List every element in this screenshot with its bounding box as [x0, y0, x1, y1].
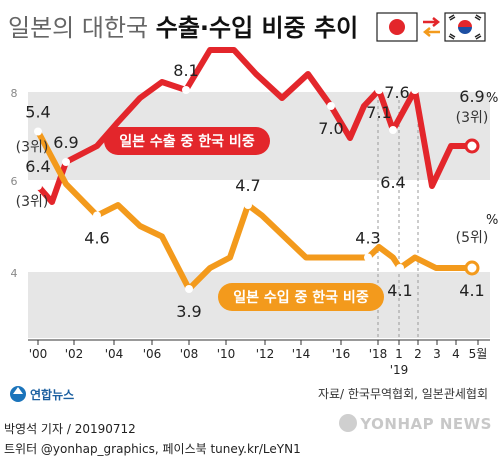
data-label: 3.9: [176, 302, 201, 321]
data-point: [182, 86, 190, 94]
x-tick-label: 2: [414, 347, 422, 361]
data-point: [389, 126, 397, 134]
data-label: 4.1: [387, 281, 412, 300]
data-point: [34, 127, 42, 136]
author: 박영석 기자: [4, 422, 64, 436]
credit-line: 박영석 기자 / 20190712: [4, 420, 136, 437]
data-label: 6.4: [25, 157, 50, 176]
series-line-1: [35, 128, 475, 292]
watermark-icon: [339, 414, 358, 432]
x-tick-label: 4: [452, 347, 460, 361]
yonhap-logo: 연합뉴스: [10, 386, 74, 402]
y-axis: 8 6 4: [11, 87, 18, 280]
data-label: 7.0: [318, 119, 343, 138]
series-tag-label: 일본 수출 중 한국 비중: [119, 133, 255, 150]
title-part-light: 일본의 대한국: [8, 14, 156, 42]
series-tag-label: 일본 수입 중 한국 비중: [233, 290, 369, 306]
data-label: 7.6: [384, 83, 409, 102]
y-tick-label: 4: [11, 267, 18, 280]
end-rank: (5위): [456, 230, 489, 246]
series-tag-bg: [104, 127, 270, 155]
title-part-bold: 수출·수입 비중 추이: [156, 14, 358, 42]
data-point: [396, 264, 404, 272]
date: 20190712: [74, 422, 136, 436]
logo-text: 연합뉴스: [30, 387, 74, 402]
data-label: 5.4: [25, 103, 50, 122]
source-text: 자료/ 한국무역협회, 일본관세협회: [318, 387, 488, 401]
y-tick-label: 6: [11, 175, 18, 188]
data-label: 8.1: [173, 61, 198, 80]
data-label: 4.7: [235, 176, 260, 195]
x-tick-label: '18: [369, 347, 388, 361]
x-tick-label: '02: [65, 347, 84, 361]
x-tick-label: 1: [395, 347, 403, 361]
x-tick-label: '16: [332, 347, 351, 361]
data-point: [327, 102, 335, 110]
x-tick-label: '10: [217, 347, 236, 361]
japan-flag: [376, 12, 418, 42]
x-sub-label: '19: [390, 363, 409, 377]
data-point: [464, 260, 480, 276]
data-point: [93, 211, 101, 220]
chart-title: 일본의 대한국 수출·수입 비중 추이: [8, 14, 358, 42]
watermark: YONHAP NEWS: [339, 414, 492, 433]
exchange-arrows-icon: [422, 17, 441, 37]
x-tick-label: 5월: [469, 347, 488, 361]
x-tick-label: '00: [29, 347, 48, 361]
x-tick-label: '04: [105, 347, 124, 361]
data-label: 6.9: [53, 133, 78, 152]
watermark-text: YONHAP NEWS: [360, 415, 492, 433]
credit-separator: /: [63, 422, 75, 436]
x-axis: '00 '02 '04 '06 '08 '10 '12 '14 '16 '18 1 2 3 4 5월 '19: [28, 339, 490, 377]
series-layer: 6.46.98.17.07.17.66.46.9(3위)%(3위)일본 수출 중…: [16, 47, 498, 321]
data-label: 6.4: [380, 173, 405, 192]
data-label: 4.1: [459, 281, 484, 300]
end-unit: %: [486, 91, 498, 106]
data-point: [244, 201, 252, 209]
data-point: [411, 86, 419, 94]
y-tick-label: 8: [11, 87, 18, 100]
data-label: 7.1: [366, 103, 391, 122]
x-tick-label: 3: [433, 347, 441, 361]
social-line: 트위터 @yonhap_graphics, 페이스북 tuney.kr/LeYN…: [4, 442, 301, 456]
data-point: [185, 285, 193, 293]
data-label: 4.6: [84, 229, 109, 248]
x-tick-label: '12: [256, 347, 275, 361]
data-label: 6.9: [459, 87, 484, 106]
korea-flag: [444, 12, 486, 42]
x-tick-label: '06: [143, 347, 162, 361]
series-tag-bg: [218, 283, 384, 311]
data-point: [62, 158, 70, 166]
start-rank: (3위): [16, 140, 49, 156]
data-point: [464, 138, 480, 154]
x-tick-label: '14: [292, 347, 311, 361]
data-label: 4.3: [355, 229, 380, 248]
end-rank: (3위): [456, 110, 489, 126]
data-point: [364, 253, 372, 262]
x-tick-label: '08: [180, 347, 199, 361]
start-rank: (3위): [16, 194, 49, 210]
data-point: [375, 86, 383, 94]
end-unit: %: [486, 213, 498, 228]
data-point: [34, 182, 42, 190]
